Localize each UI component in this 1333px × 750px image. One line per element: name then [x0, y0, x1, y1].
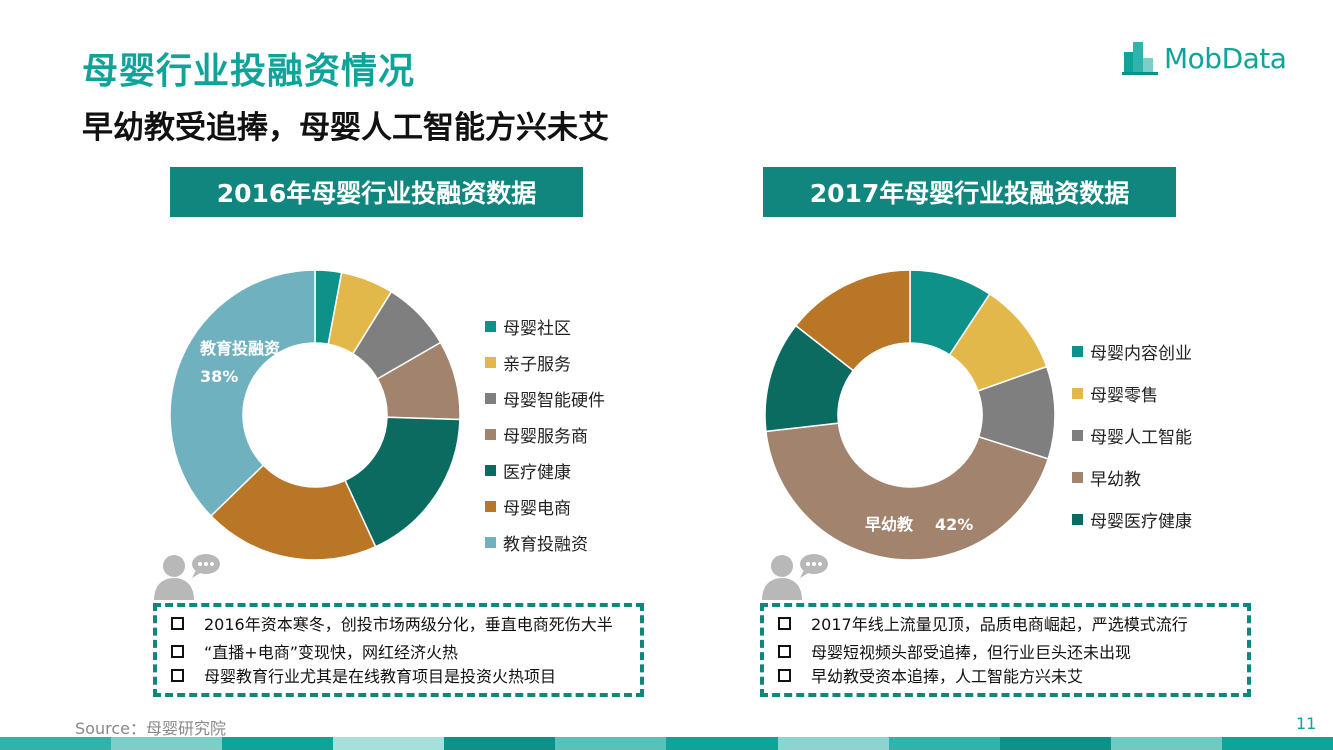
legend-item: 母婴内容创业: [1072, 330, 1192, 372]
chart-title-2017: 2017年母婴行业投融资数据: [763, 167, 1176, 217]
note-text: 母婴教育行业尤其是在线教育项目是投资火热项目: [204, 667, 557, 686]
legend-label: 医疗健康: [503, 462, 571, 483]
note-text: 2016年资本寒冬，创投市场两级分化，垂直电商死伤大半: [204, 615, 613, 634]
donut-slice: [765, 422, 1050, 561]
legend-swatch: [1072, 429, 1083, 441]
legend-label: 亲子服务: [503, 354, 571, 375]
checkbox-icon: [171, 644, 184, 658]
legend-swatch: [485, 428, 496, 440]
legend-swatch: [485, 500, 496, 512]
footer-stripe-segment: [0, 737, 112, 750]
legend-swatch: [1072, 387, 1083, 399]
note-text: 母婴短视频头部受追捧，但行业巨头还未出现: [811, 643, 1132, 662]
legend-label: 母婴服务商: [503, 426, 588, 447]
legend-item: 母婴智能硬件: [485, 380, 605, 416]
note-item: 母婴短视频头部受追捧，但行业巨头还未出现: [778, 639, 1131, 663]
source-note: Source：母婴研究院: [75, 719, 226, 738]
footer-stripe: [0, 737, 1333, 750]
slice-label: 教育投融资: [200, 339, 280, 358]
legend-swatch: [485, 536, 496, 548]
donut-chart-2016: 教育投融资 38%: [169, 269, 461, 561]
speaking-person-icon: [154, 554, 220, 600]
note-text: 2017年线上流量见顶，品质电商崛起，严选模式流行: [811, 615, 1188, 634]
checkbox-icon: [778, 644, 791, 658]
legend-swatch: [1072, 471, 1083, 483]
donut-slice: [169, 269, 316, 518]
note-item: 母婴教育行业尤其是在线教育项目是投资火热项目: [171, 663, 556, 687]
legend-label: 母婴社区: [503, 318, 571, 339]
donut-slice: [344, 416, 461, 548]
legend-swatch: [485, 320, 496, 332]
checkbox-icon: [171, 668, 184, 682]
slice-value-label: 42%: [935, 515, 973, 534]
legend-label: 母婴智能硬件: [503, 390, 605, 411]
legend-label: 母婴医疗健康: [1090, 511, 1192, 532]
legend-label: 母婴人工智能: [1090, 427, 1192, 448]
logo-text: MobData: [1164, 41, 1287, 75]
footer-stripe-segment: [777, 737, 889, 750]
footer-stripe-segment: [444, 737, 556, 750]
footer-stripe-segment: [333, 737, 445, 750]
legend-2017: 母婴内容创业 母婴零售母婴人工智能 早幼教母婴医疗健康: [1072, 330, 1192, 540]
footer-stripe-segment: [999, 737, 1111, 750]
legend-item: 母婴零售: [1072, 372, 1192, 414]
legend-item: 母婴医疗健康: [1072, 498, 1192, 540]
footer-stripe-segment: [555, 737, 667, 750]
donut-slice: [209, 464, 377, 561]
legend-swatch: [485, 392, 496, 404]
legend-2016: 母婴社区亲子服务母婴智能硬件 母婴服务商医疗健康母婴电商教育投融资: [485, 308, 605, 560]
page-title: 母婴行业投融资情况: [82, 51, 416, 92]
note-item: 2016年资本寒冬，创投市场两级分化，垂直电商死伤大半: [171, 611, 613, 635]
legend-item: 医疗健康: [485, 452, 605, 488]
page-subtitle: 早幼教受追捧，母婴人工智能方兴未艾: [82, 110, 609, 146]
footer-stripe-segment: [222, 737, 334, 750]
note-item: 早幼教受资本追捧，人工智能方兴未艾: [778, 663, 1083, 687]
notes-2016: 2016年资本寒冬，创投市场两级分化，垂直电商死伤大半 “直播+电商”变现快，网…: [153, 603, 644, 697]
legend-swatch: [1072, 345, 1083, 357]
checkbox-icon: [778, 668, 791, 682]
footer-stripe-segment: [1221, 737, 1333, 750]
footer-stripe-segment: [1110, 737, 1222, 750]
legend-item: 母婴人工智能: [1072, 414, 1192, 456]
checkbox-icon: [778, 616, 791, 630]
legend-label: 早幼教: [1090, 469, 1141, 490]
legend-label: 母婴零售: [1090, 385, 1158, 406]
footer-stripe-segment: [888, 737, 1000, 750]
legend-item: 早幼教: [1072, 456, 1192, 498]
page-number: 11: [1296, 714, 1317, 733]
note-text: “直播+电商”变现快，网红经济火热: [204, 643, 458, 662]
legend-item: 教育投融资: [485, 524, 605, 560]
bar-chart-logo-icon: [1122, 42, 1158, 75]
footer-stripe-segment: [111, 737, 223, 750]
legend-swatch: [1072, 513, 1083, 525]
note-text: 早幼教受资本追捧，人工智能方兴未艾: [811, 667, 1084, 686]
notes-2017: 2017年线上流量见顶，品质电商崛起，严选模式流行 母婴短视频头部受追捧，但行业…: [760, 603, 1251, 697]
legend-item: 母婴服务商: [485, 416, 605, 452]
mobdata-logo: MobData: [1122, 40, 1287, 76]
legend-item: 母婴社区: [485, 308, 605, 344]
legend-swatch: [485, 356, 496, 368]
legend-swatch: [485, 464, 496, 476]
speaking-person-icon: [762, 554, 828, 600]
chart-title-2016: 2016年母婴行业投融资数据: [170, 167, 583, 217]
legend-label: 教育投融资: [503, 534, 588, 555]
legend-label: 母婴内容创业: [1090, 343, 1192, 364]
note-item: 2017年线上流量见顶，品质电商崛起，严选模式流行: [778, 611, 1188, 635]
legend-item: 母婴电商: [485, 488, 605, 524]
footer-stripe-segment: [666, 737, 778, 750]
slice-value-label: 38%: [200, 367, 238, 386]
legend-label: 母婴电商: [503, 498, 571, 519]
donut-chart-2017: 早幼教 42%: [764, 269, 1056, 561]
legend-item: 亲子服务: [485, 344, 605, 380]
note-item: “直播+电商”变现快，网红经济火热: [171, 639, 458, 663]
slice-label: 早幼教: [865, 515, 914, 534]
checkbox-icon: [171, 616, 184, 630]
donut-slice: [794, 269, 911, 372]
